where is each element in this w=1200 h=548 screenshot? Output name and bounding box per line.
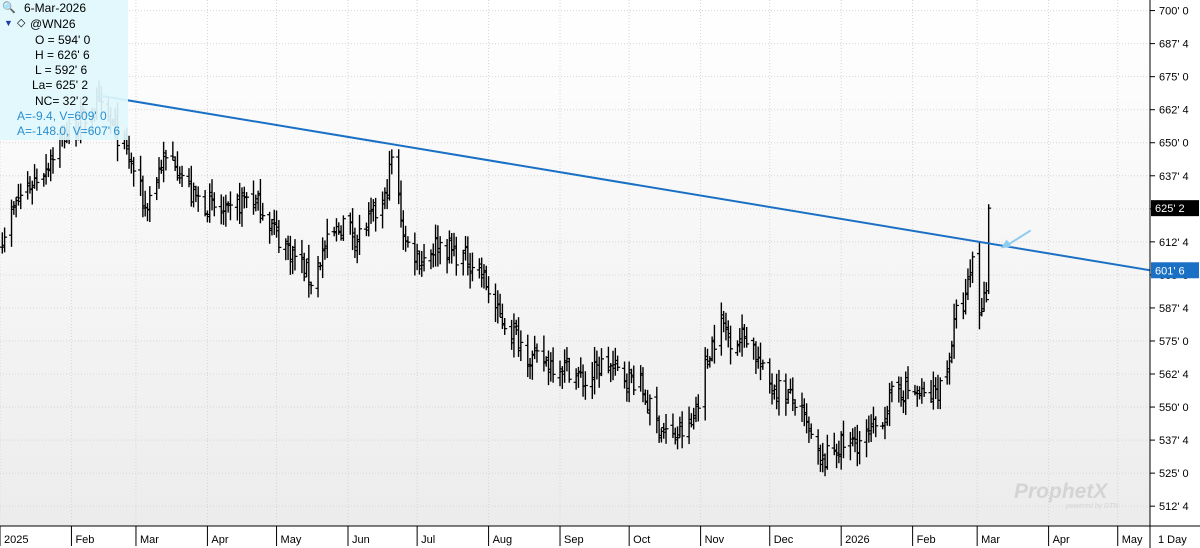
resistance-trendline — [96, 94, 1151, 272]
price-tick-label: 675' 0 — [1159, 72, 1189, 84]
symbol-label: @WN26 — [30, 17, 76, 31]
price-tick-label: 537' 4 — [1159, 435, 1189, 447]
time-tick-label: Apr — [1053, 534, 1070, 546]
open-value: O = 594' 0 — [35, 33, 91, 47]
high-value: H = 626' 6 — [35, 48, 90, 62]
net-change-value: NC= 32' 2 — [35, 94, 89, 108]
price-tick-label: 562' 4 — [1159, 369, 1189, 381]
time-tick-label: May — [1122, 534, 1143, 546]
time-tick-label: Sep — [564, 534, 584, 546]
trendline-readout-b: A=-148.0, V=607' 6 — [17, 124, 121, 138]
bar-date: 6-Mar-2026 — [24, 1, 87, 15]
time-tick-label: Feb — [917, 534, 936, 546]
annotation-arrow-shaft — [1006, 229, 1032, 247]
price-tick-label: 662' 4 — [1159, 105, 1189, 117]
last-price-label-box — [1151, 200, 1199, 217]
triangle-down-icon[interactable]: ▼ — [4, 18, 13, 28]
time-tick-label: Mar — [981, 534, 1000, 546]
price-tick-label: 687' 4 — [1159, 39, 1189, 51]
trendline-price-label-box — [1151, 262, 1199, 279]
time-tick-label: Oct — [633, 534, 650, 546]
diamond-icon: ◇ — [17, 17, 26, 29]
info-panel: 🔍 6-Mar-2026 ▼ ◇ @WN26 O = 594' 0 H = 62… — [0, 0, 128, 140]
time-tick-label: 2025 — [4, 534, 28, 546]
trendline-price-label: 601' 6 — [1155, 265, 1185, 277]
time-tick-label: Feb — [75, 534, 94, 546]
time-tick-label: Nov — [705, 534, 725, 546]
time-tick-label: Apr — [211, 534, 228, 546]
price-tick-label: 650' 0 — [1159, 138, 1189, 150]
prophetx-logo: ProphetX — [1014, 480, 1108, 503]
price-tick-label: 637' 4 — [1159, 171, 1189, 183]
search-icon[interactable]: 🔍 — [2, 2, 16, 14]
last-price-label: 625' 2 — [1155, 203, 1185, 215]
price-tick-label: 525' 0 — [1159, 468, 1189, 480]
time-tick-label: Aug — [493, 534, 513, 546]
price-tick-label: 550' 0 — [1159, 402, 1189, 414]
trendline-overlay[interactable] — [96, 94, 1151, 272]
time-tick-label: 2026 — [845, 534, 869, 546]
price-tick-label: 587' 4 — [1159, 303, 1189, 315]
time-tick-label: Jul — [421, 534, 435, 546]
annotation-arrow-head — [1000, 239, 1012, 249]
time-tick-label: Dec — [774, 534, 794, 546]
price-tick-label: 700' 0 — [1159, 6, 1189, 18]
trendline-readout-a: A=-9.4, V=609' 0 — [17, 109, 107, 123]
price-tick-label: 512' 4 — [1159, 501, 1189, 513]
period-label: 1 Day — [1158, 534, 1187, 546]
last-value: La= 625' 2 — [32, 78, 89, 92]
time-tick-label: May — [281, 534, 302, 546]
price-tick-label: 575' 0 — [1159, 336, 1189, 348]
grid — [0, 0, 1150, 526]
price-tick-label: 612' 4 — [1159, 237, 1189, 249]
prophetx-logo-sub: powered by DTN — [1066, 503, 1119, 510]
time-tick-label: Mar — [140, 534, 159, 546]
low-value: L = 592' 6 — [35, 63, 88, 77]
plot-background — [0, 0, 1150, 526]
time-tick-label: Jun — [352, 534, 370, 546]
